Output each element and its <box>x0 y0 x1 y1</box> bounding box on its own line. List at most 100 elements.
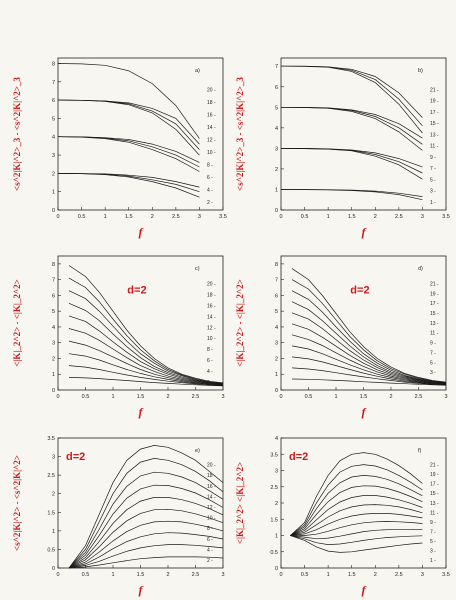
series-label: 8 - <box>207 162 213 168</box>
series-label: 20 - <box>207 281 216 287</box>
x-tick-label: 3 <box>221 394 224 400</box>
series-label: 15 - <box>430 121 439 127</box>
series-line <box>68 445 224 569</box>
series-label: 2 - <box>207 558 213 564</box>
series-label: 11 - <box>430 331 439 337</box>
x-tick-label: 2 <box>389 394 392 400</box>
y-tick-label: 7 <box>52 80 55 86</box>
series-label: 10 - <box>207 516 216 522</box>
series-label: 21 - <box>430 87 439 93</box>
x-axis-label: f <box>362 583 367 597</box>
series-label: 2 - <box>207 200 213 206</box>
series-label: 15 - <box>430 491 439 497</box>
x-tick-label: 1.5 <box>125 214 133 220</box>
x-tick-label: 1 <box>334 394 337 400</box>
y-tick-label: 5 <box>52 309 55 315</box>
y-tick-label: 4 <box>275 325 278 331</box>
y-tick-label: 3 <box>275 469 278 475</box>
y-tick-label: 0 <box>275 566 278 572</box>
series-label: 16 - <box>207 303 216 309</box>
y-tick-label: 7 <box>52 278 55 284</box>
series-label: 13 - <box>430 132 439 138</box>
series-label: 3 - <box>430 548 436 554</box>
y-tick-label: 0.5 <box>47 547 55 553</box>
y-tick-label: 4 <box>52 135 55 141</box>
y-tick-label: 7 <box>275 64 278 70</box>
y-tick-label: 8 <box>275 262 278 268</box>
y-tick-label: 2 <box>275 501 278 507</box>
series-label: 19 - <box>430 99 439 105</box>
series-label: 20 - <box>207 463 216 469</box>
y-tick-label: 0 <box>275 208 278 214</box>
series-label: 6 - <box>207 537 213 543</box>
x-tick-label: 3.5 <box>219 214 227 220</box>
x-tick-label: 2.5 <box>172 214 180 220</box>
plot-frame <box>57 255 224 391</box>
x-tick-label: 0.5 <box>301 572 309 578</box>
x-tick-label: 2.5 <box>192 572 200 578</box>
y-tick-label: 8 <box>52 262 55 268</box>
x-tick-label: 3.5 <box>442 214 450 220</box>
series-line <box>291 356 447 386</box>
x-tick-label: 1.5 <box>348 214 356 220</box>
series-label: 4 - <box>207 547 213 553</box>
x-tick-label: 1 <box>111 572 114 578</box>
series-label: 16 - <box>207 484 216 490</box>
plot-frame <box>57 57 224 211</box>
x-tick-label: 1.5 <box>137 572 145 578</box>
series-line <box>290 513 423 536</box>
chart-panel-e: 0 0.5 1 1.5 2 2.5 3 0 0.5 1 1.5 2 2.5 3 3.5 20 - 18 - 16 … <box>6 420 231 598</box>
x-tick-label: 1 <box>104 214 107 220</box>
series-label: 12 - <box>207 505 216 511</box>
y-tick-label: 5 <box>275 309 278 315</box>
series-label: 11 - <box>430 144 439 150</box>
series-line <box>57 136 200 172</box>
series-line <box>68 315 224 385</box>
series-line <box>291 378 447 386</box>
series-label: 17 - <box>430 301 439 307</box>
x-tick-label: 2 <box>166 572 169 578</box>
panel-tag: a) <box>195 68 200 74</box>
x-tick-label: 2 <box>151 214 154 220</box>
x-axis-label: f <box>362 405 367 419</box>
x-tick-label: 3 <box>221 572 224 578</box>
series-label: 4 - <box>207 187 213 193</box>
x-axis-label: f <box>362 225 367 239</box>
y-tick-label: 6 <box>52 293 55 299</box>
x-tick-label: 0 <box>279 394 282 400</box>
x-tick-label: 1.5 <box>360 394 368 400</box>
series-label: 21 - <box>430 281 439 287</box>
y-tick-label: 3 <box>52 153 55 159</box>
x-tick-label: 2.5 <box>415 394 423 400</box>
x-tick-label: 0.5 <box>301 214 309 220</box>
series-label: 12 - <box>207 137 216 143</box>
plot-frame <box>280 57 447 211</box>
series-line <box>280 148 423 180</box>
series-label: 20 - <box>207 87 216 93</box>
x-tick-label: 0.5 <box>305 394 313 400</box>
series-line <box>291 279 447 383</box>
series-line <box>68 328 224 385</box>
series-line <box>57 63 200 139</box>
y-tick-label: 3.5 <box>270 452 278 458</box>
series-label: 1 - <box>430 200 436 206</box>
annotation-d2: d=2 <box>289 451 308 463</box>
y-axis-label: <|K|_2^2> - <|K|_2^2> <box>235 279 245 366</box>
series-line <box>68 365 224 386</box>
y-tick-label: 1 <box>52 372 55 378</box>
y-tick-label: 2 <box>275 356 278 362</box>
y-tick-label: 0 <box>52 208 55 214</box>
series-label: 19 - <box>430 472 439 478</box>
annotation-d2: d=2 <box>127 285 146 297</box>
series-line <box>280 189 423 201</box>
series-line <box>68 277 224 384</box>
x-tick-label: 3 <box>421 214 424 220</box>
series-line <box>57 173 200 198</box>
series-line <box>290 485 423 536</box>
y-tick-label: 3 <box>52 341 55 347</box>
chart-panel-b: 0 0.5 1 1.5 2 2.5 3 3.5 0 1 2 3 4 5 6 7 21 - 19 - 17 - 15 -… <box>229 40 454 240</box>
series-line <box>290 452 423 536</box>
x-tick-label: 2 <box>166 394 169 400</box>
series-line <box>68 556 224 569</box>
y-tick-label: 1.5 <box>47 510 55 516</box>
